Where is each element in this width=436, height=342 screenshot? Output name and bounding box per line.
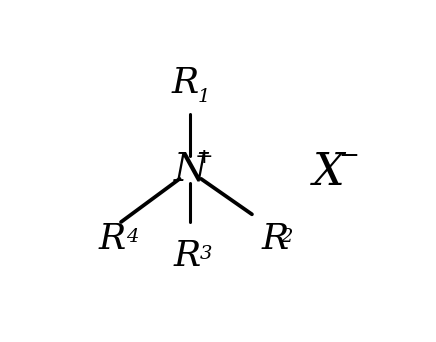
Text: X: X [313, 150, 345, 194]
Text: 2: 2 [279, 228, 292, 246]
Text: R: R [171, 66, 198, 100]
Text: −: − [338, 145, 359, 168]
Text: 4: 4 [126, 228, 139, 246]
Text: 1: 1 [197, 88, 210, 106]
Text: 3: 3 [200, 245, 212, 263]
Text: R: R [261, 222, 289, 256]
Text: N: N [174, 151, 208, 188]
Text: +: + [195, 147, 214, 167]
Text: R: R [174, 239, 201, 273]
Text: R: R [98, 222, 126, 256]
